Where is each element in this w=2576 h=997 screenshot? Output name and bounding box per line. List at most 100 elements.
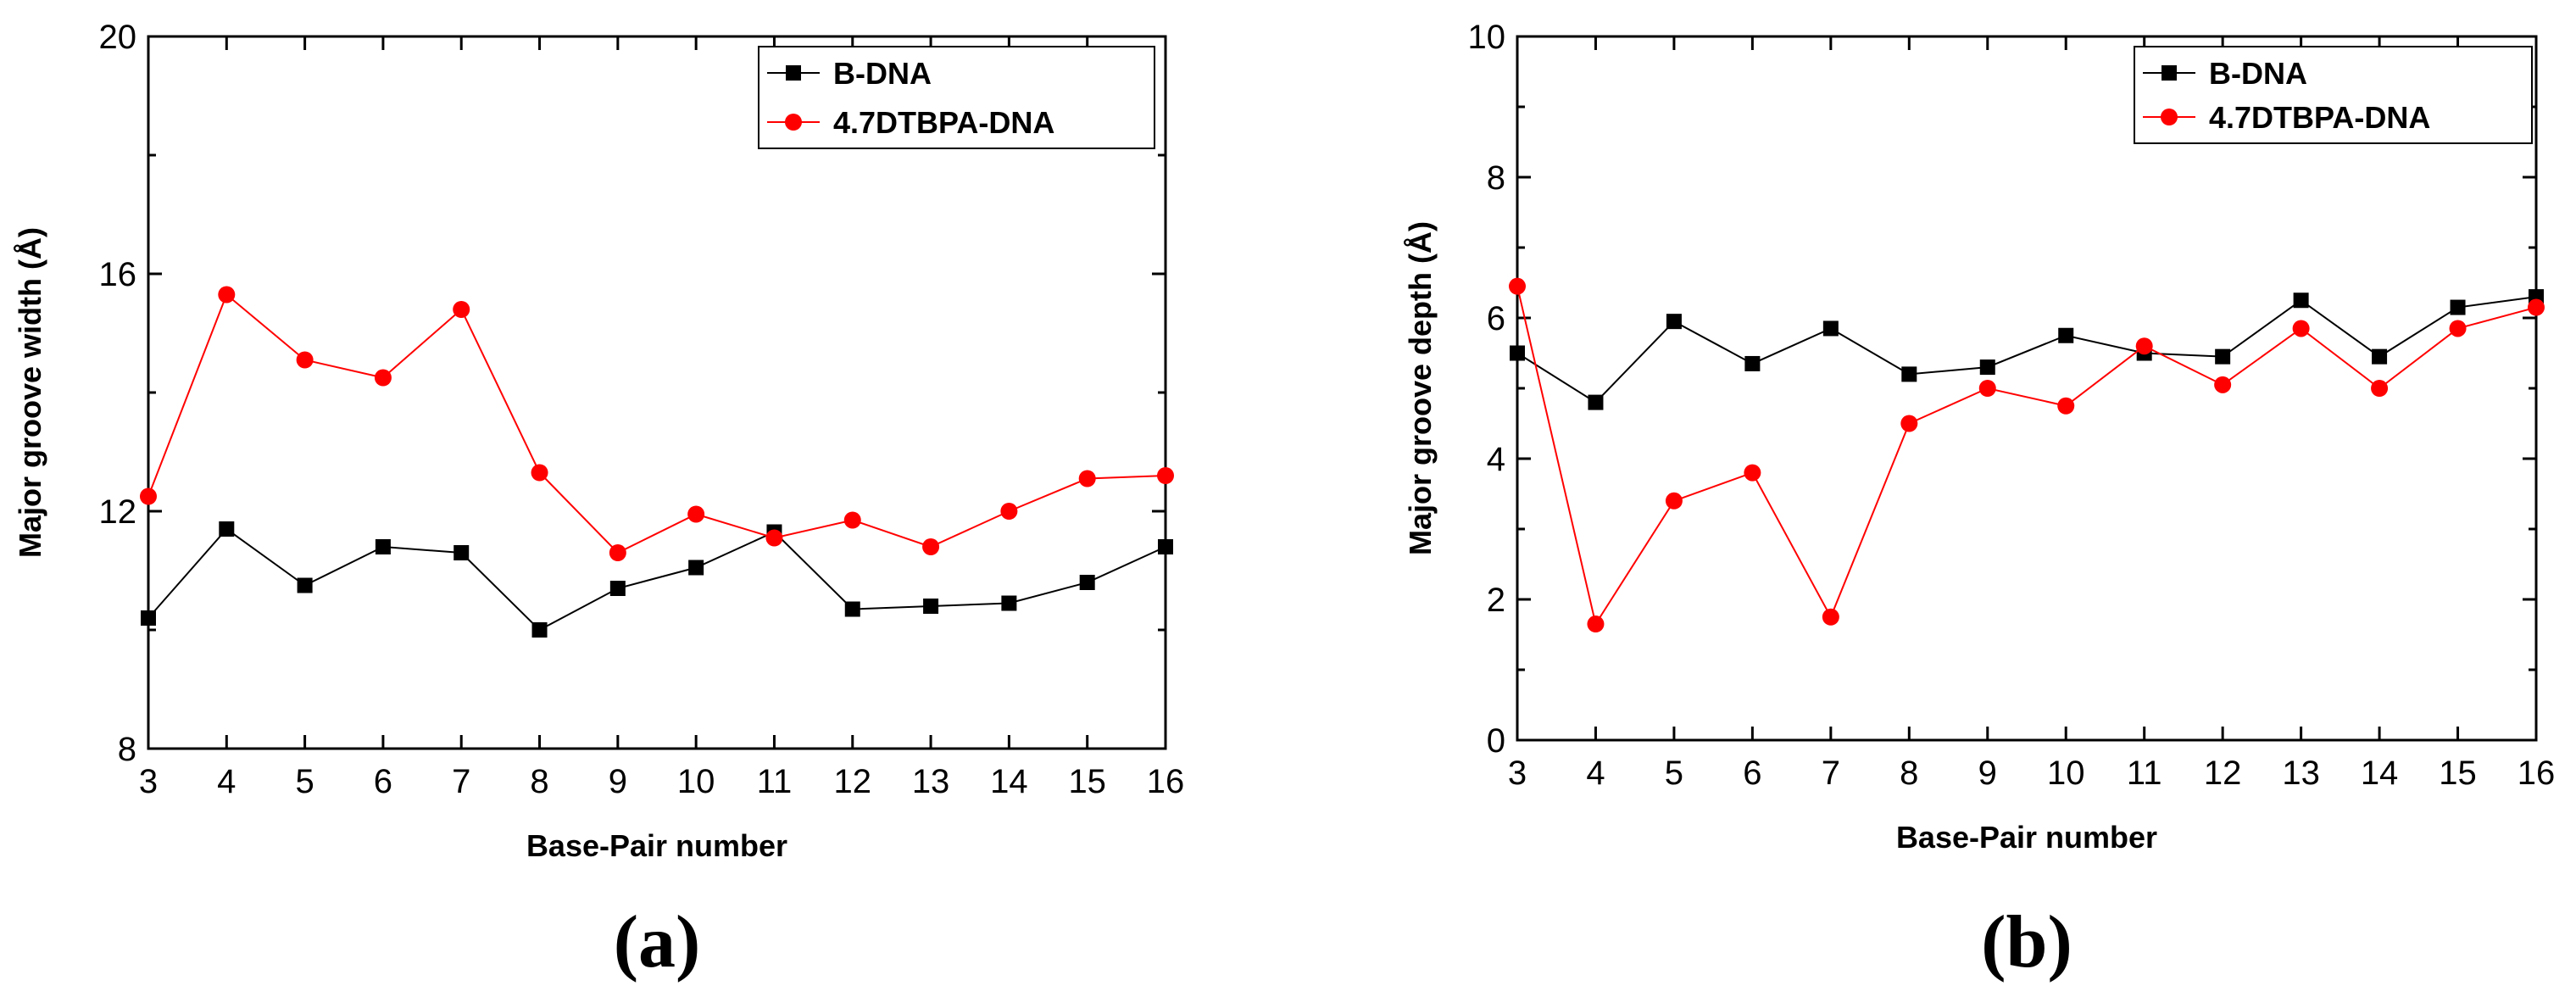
chart-a-x-tick-label: 13 [912, 763, 950, 800]
chart-a-x-tick-label: 10 [677, 763, 715, 800]
chart-b-x-tick-label: 6 [1743, 755, 1761, 792]
chart-b-x-tick-label: 15 [2439, 755, 2477, 792]
chart-b-x-tick-label: 7 [1822, 755, 1840, 792]
chart-b-point-dtbpa [2057, 397, 2075, 415]
chart-a-x-tick-label: 15 [1068, 763, 1106, 800]
chart-a-point-dtbpa [1078, 470, 1096, 487]
chart-b-point-bdna [1744, 355, 1761, 371]
chart-a-x-tick-label: 14 [990, 763, 1028, 800]
chart-a-x-tick-label: 3 [139, 763, 158, 800]
chart-b-x-tick-label: 3 [1508, 755, 1527, 792]
chart-b-point-dtbpa [1900, 415, 1918, 432]
chart-b-x-tick-label: 14 [2361, 755, 2399, 792]
chart-b-series-line-bdna [1516, 296, 2537, 404]
chart-a-legend: B-DNA 4.7DTBPA-DNA [758, 46, 1155, 149]
chart-b-point-bdna [1979, 359, 1995, 376]
chart-a-point-dtbpa [374, 369, 392, 387]
chart-a-x-tick-label: 5 [295, 763, 314, 800]
chart-b-point-bdna [1666, 314, 1682, 330]
chart-a-y-tick-label: 20 [99, 19, 137, 56]
chart-a-point-bdna [609, 581, 626, 596]
chart-b-legend-box [2134, 46, 2533, 144]
chart-a-point-bdna [219, 521, 235, 537]
chart-b-y-axis-title: Major groove depth (Å) [1403, 221, 1438, 555]
chart-b-series-group [1509, 277, 2545, 633]
chart-b-point-dtbpa [2371, 380, 2389, 397]
chart-b-point-dtbpa [2135, 337, 2153, 355]
chart-a-series-group [140, 286, 1174, 638]
chart-a-point-bdna [1079, 575, 1095, 590]
chart-b-x-tick-label: 8 [1900, 755, 1918, 792]
chart-a: 3 4 5 6 7 8 9 10 11 12 13 14 15 16 8 12 16 20 B-DNA 4.7DTBP… [13, 19, 1184, 983]
chart-b-point-dtbpa [1587, 615, 1605, 633]
chart-b-point-dtbpa [1665, 492, 1683, 510]
chart-a-point-bdna [688, 560, 704, 576]
chart-b-point-dtbpa [1744, 464, 1761, 482]
chart-a-series-line-dtbpa [147, 292, 1166, 554]
chart-a-point-bdna [531, 622, 548, 638]
chart-a-y-tick-label: 16 [99, 256, 137, 293]
chart-a-series-line-bdna [147, 527, 1166, 632]
chart-a-y-axis-title: Major groove width (Å) [13, 227, 47, 558]
chart-b-point-dtbpa [2214, 376, 2232, 393]
chart-a-point-dtbpa [922, 538, 940, 555]
chart-a-point-dtbpa [218, 286, 236, 304]
chart-a-x-tick-label: 6 [374, 763, 392, 800]
chart-b-point-dtbpa [1978, 380, 1996, 397]
chart-a-point-bdna [375, 539, 391, 554]
chart-b-series-line-dtbpa [1516, 286, 2537, 627]
chart-a-x-tick-label: 12 [834, 763, 872, 800]
chart-b-y-tick-label: 4 [1487, 441, 1505, 478]
chart-b-point-bdna [2215, 348, 2231, 365]
chart-b: 3 4 5 6 7 8 9 10 11 12 13 14 15 16 0 2 4 6 8 10 B-DNA 4.7DTBP… [1403, 19, 2555, 983]
chart-a-y-tick-label: 12 [99, 493, 137, 531]
chart-b-point-bdna [2450, 299, 2466, 315]
chart-a-x-tick-label: 11 [757, 763, 793, 800]
chart-b-y-tick-label: 8 [1487, 159, 1505, 197]
chart-b-y-tick-label: 0 [1487, 722, 1505, 760]
chart-a-point-dtbpa [609, 544, 626, 561]
chart-a-x-tick-label: 9 [609, 763, 627, 800]
chart-a-point-dtbpa [296, 351, 314, 369]
chart-a-legend-marker-dtbpa [785, 114, 802, 131]
chart-a-point-bdna [1001, 595, 1017, 611]
chart-b-x-tick-label: 4 [1586, 755, 1605, 792]
chart-a-point-dtbpa [1000, 503, 1018, 520]
chart-a-point-bdna [844, 601, 860, 617]
chart-b-point-dtbpa [2528, 298, 2545, 316]
chart-b-legend-marker-dtbpa [2161, 109, 2178, 125]
chart-b-x-tick-label: 9 [1978, 755, 1997, 792]
chart-b-point-bdna [2293, 292, 2309, 309]
chart-a-legend-label-dtbpa: 4.7DTBPA-DNA [833, 105, 1054, 140]
chart-b-y-tick-label: 10 [1468, 19, 1506, 56]
chart-b-point-dtbpa [2292, 320, 2310, 337]
chart-a-point-bdna [141, 610, 156, 626]
chart-b-x-tick-label: 10 [2047, 755, 2085, 792]
chart-b-y-tick-label: 6 [1487, 300, 1505, 337]
chart-b-x-tick-label: 11 [2127, 755, 2162, 792]
chart-b-point-dtbpa [1509, 277, 1526, 295]
chart-a-x-tick-label: 16 [1147, 763, 1185, 800]
chart-a-point-dtbpa [1157, 467, 1174, 484]
chart-a-point-dtbpa [687, 505, 705, 523]
chart-b-point-bdna [2372, 348, 2388, 365]
chart-a-point-dtbpa [531, 464, 548, 482]
chart-a-point-bdna [297, 577, 313, 593]
chart-b-legend-label-dtbpa: 4.7DTBPA-DNA [2209, 100, 2430, 135]
chart-b-point-bdna [1901, 366, 1917, 382]
chart-b-panel-label: (b) [1981, 901, 2072, 983]
chart-a-point-dtbpa [453, 301, 470, 318]
chart-b-point-bdna [1588, 394, 1604, 410]
chart-a-legend-label-bdna: B-DNA [833, 56, 932, 91]
chart-a-point-bdna [1158, 539, 1173, 554]
chart-b-legend: B-DNA 4.7DTBPA-DNA [2134, 46, 2533, 144]
chart-a-point-dtbpa [140, 487, 157, 505]
chart-b-x-tick-label: 12 [2204, 755, 2242, 792]
chart-b-point-bdna [1822, 320, 1839, 337]
chart-b-x-tick-label: 16 [2518, 755, 2556, 792]
chart-a-x-tick-label: 4 [217, 763, 236, 800]
chart-a-point-bdna [923, 599, 939, 614]
